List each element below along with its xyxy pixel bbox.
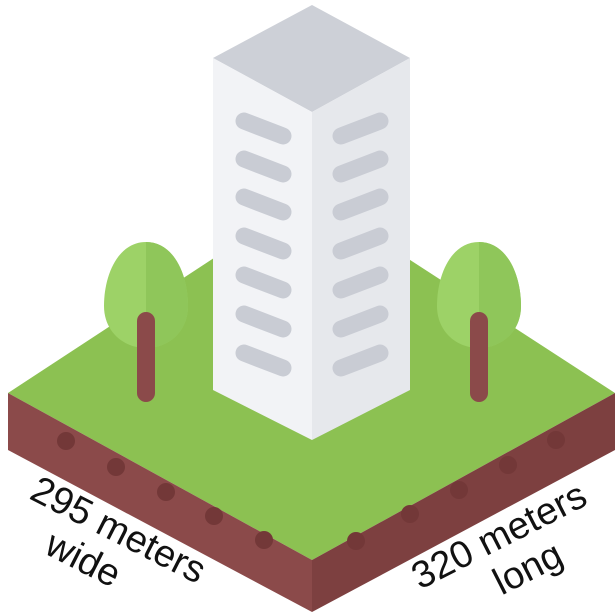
tree-icon <box>104 242 188 402</box>
tree-icon <box>437 242 521 402</box>
soil-right-face <box>312 393 615 612</box>
soil-left-face <box>8 393 312 612</box>
building-icon <box>213 5 410 440</box>
soil-dots <box>57 431 565 550</box>
